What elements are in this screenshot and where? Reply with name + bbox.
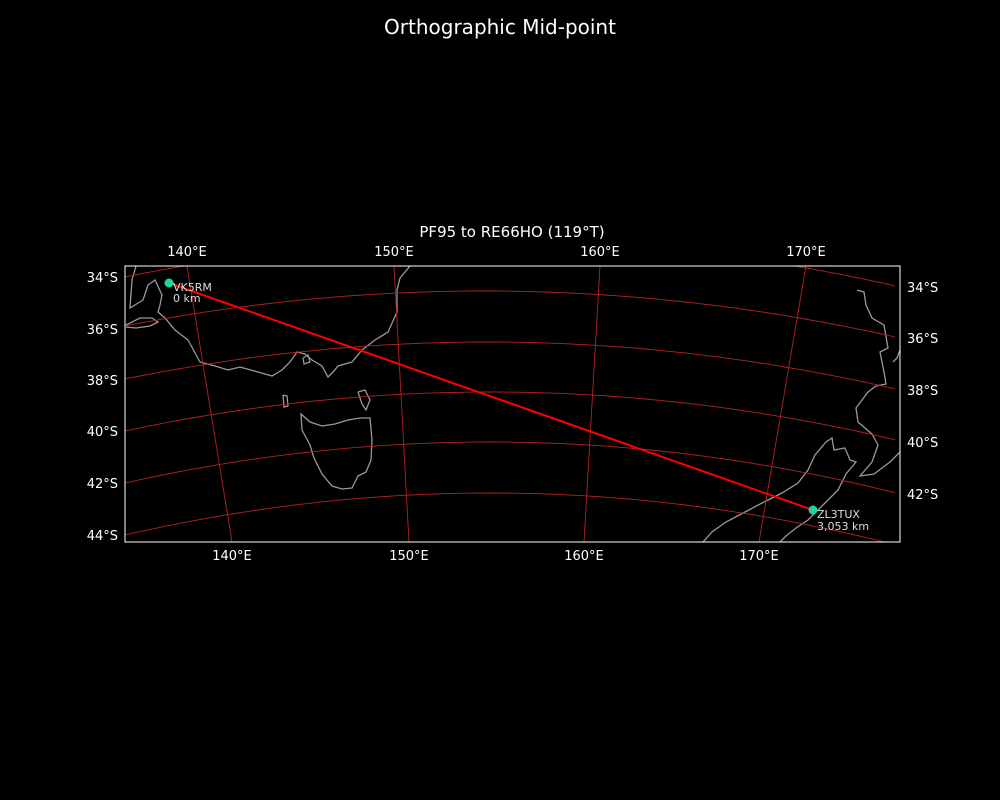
tick-label: 160°E xyxy=(564,549,604,564)
tick-label: 40°S xyxy=(907,436,938,451)
tick-label: 170°E xyxy=(786,245,826,260)
map-title: PF95 to RE66HO (119°T) xyxy=(419,223,604,241)
station-label-call: ZL3TUX xyxy=(817,508,860,521)
tick-label: 140°E xyxy=(167,245,207,260)
tick-label: 44°S xyxy=(87,529,118,544)
parallel-gridline xyxy=(125,341,896,390)
meridian-gridline xyxy=(393,266,410,542)
tick-label: 140°E xyxy=(212,549,252,564)
tick-label: 42°S xyxy=(907,488,938,503)
right-lat-ticks: 34°S 36°S 38°S 40°S 42°S xyxy=(907,281,938,503)
tick-label: 160°E xyxy=(580,245,620,260)
tick-label: 36°S xyxy=(87,323,118,338)
parallel-gridline xyxy=(125,492,887,542)
meridian-gridline xyxy=(186,266,233,542)
top-lon-ticks: 140°E 150°E 160°E 170°E xyxy=(167,245,826,260)
tick-label: 170°E xyxy=(739,549,779,564)
tick-label: 34°S xyxy=(907,281,938,296)
coastline-port-phillip xyxy=(302,354,311,365)
coastline-king-island xyxy=(282,394,289,408)
coastline-tasmania xyxy=(300,412,373,490)
tick-label: 150°E xyxy=(374,245,414,260)
tick-label: 40°S xyxy=(87,425,118,440)
station-label-call: VK5RM xyxy=(173,281,212,294)
coastline-flinders-island xyxy=(357,389,371,412)
great-circle-path xyxy=(168,282,814,511)
tick-label: 34°S xyxy=(87,271,118,286)
station-marker-zl3tux[interactable] xyxy=(808,505,818,515)
coastline-nz-north-island-east xyxy=(892,349,900,363)
figure-title: Orthographic Mid-point xyxy=(384,15,616,39)
gridlines xyxy=(125,266,896,542)
left-lat-ticks: 34°S 36°S 38°S 40°S 42°S 44°S xyxy=(87,271,118,544)
meridian-gridline xyxy=(758,266,807,542)
map-frame xyxy=(124,265,901,543)
parallel-gridline xyxy=(125,391,896,441)
tick-label: 42°S xyxy=(87,477,118,492)
coastline-nz-north-island xyxy=(855,289,900,477)
coastline-kangaroo-island xyxy=(125,317,160,329)
tick-label: 150°E xyxy=(389,549,429,564)
tick-label: 36°S xyxy=(907,332,938,347)
coastline-eyre-peninsula xyxy=(129,266,411,379)
station-label-distance: 0 km xyxy=(173,292,201,305)
tick-label: 38°S xyxy=(87,374,118,389)
parallel-gridline xyxy=(125,441,896,494)
station-marker-vk5rm[interactable] xyxy=(164,278,174,288)
bottom-lon-ticks: 140°E 150°E 160°E 170°E xyxy=(212,549,779,564)
map-area xyxy=(125,266,900,542)
station-label-distance: 3,053 km xyxy=(817,520,869,533)
parallel-gridline xyxy=(125,290,896,338)
tick-label: 38°S xyxy=(907,384,938,399)
